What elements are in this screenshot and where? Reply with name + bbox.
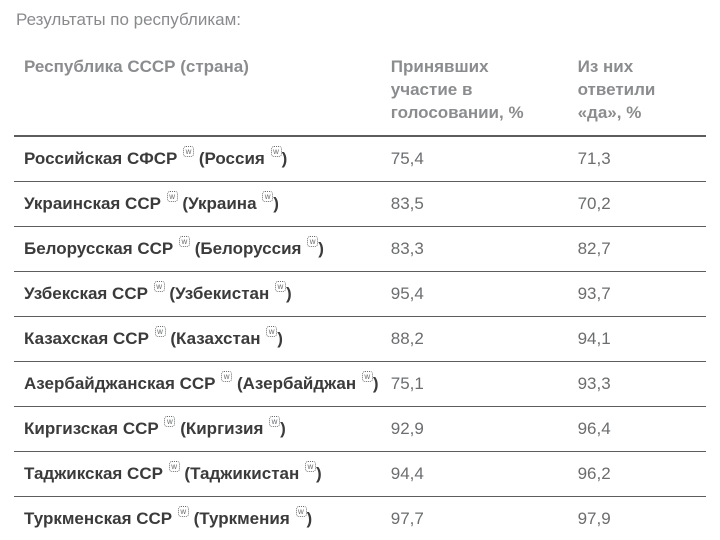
paren-close: ) (277, 329, 283, 348)
paren-close: ) (286, 284, 292, 303)
wiki-icon[interactable] (275, 281, 286, 292)
wiki-icon[interactable] (164, 416, 175, 427)
paren-open: ( (190, 239, 200, 258)
cell-yes: 93,3 (568, 361, 706, 406)
cell-participation: 88,2 (381, 316, 568, 361)
wiki-icon[interactable] (305, 461, 316, 472)
table-row: Киргизская ССР (Киргизия )92,996,4 (14, 406, 706, 451)
paren-close: ) (282, 149, 288, 168)
paren-open: ( (180, 464, 190, 483)
col-participation: Принявших участие в голосовании, % (381, 48, 568, 136)
paren-open: ( (189, 509, 199, 528)
cell-participation: 83,5 (381, 181, 568, 226)
paren-close: ) (307, 509, 313, 528)
table-row: Российская СФСР (Россия )75,471,3 (14, 136, 706, 182)
table-row: Украинская ССР (Украина )83,570,2 (14, 181, 706, 226)
republic-country-name: Россия (204, 149, 264, 168)
paren-close: ) (280, 419, 286, 438)
republic-country-name: Казахстан (176, 329, 260, 348)
republic-ssr-name: Азербайджанская ССР (24, 374, 215, 393)
col-republic: Республика СССР (страна) (14, 48, 381, 136)
republic-ssr-name: Украинская ССР (24, 194, 161, 213)
col-yes: Из них ответили «да», % (568, 48, 706, 136)
cell-participation: 92,9 (381, 406, 568, 451)
republic-country-name: Киргизия (186, 419, 264, 438)
table-row: Узбекская ССР (Узбекистан )95,493,7 (14, 271, 706, 316)
republic-country-name: Белоруссия (200, 239, 301, 258)
results-table: Республика СССР (страна) Принявших участ… (14, 48, 706, 540)
wiki-icon[interactable] (183, 146, 194, 157)
page-title: Результаты по республикам: (16, 10, 706, 30)
paren-close: ) (316, 464, 322, 483)
wiki-icon[interactable] (362, 371, 373, 382)
table-header-row: Республика СССР (страна) Принявших участ… (14, 48, 706, 136)
cell-yes: 93,7 (568, 271, 706, 316)
wiki-icon[interactable] (154, 281, 165, 292)
cell-yes: 82,7 (568, 226, 706, 271)
table-row: Азербайджанская ССР (Азербайджан )75,193… (14, 361, 706, 406)
wiki-icon[interactable] (155, 326, 166, 337)
wiki-icon[interactable] (167, 191, 178, 202)
wiki-icon[interactable] (269, 416, 280, 427)
table-row: Белорусская ССР (Белоруссия )83,382,7 (14, 226, 706, 271)
republic-ssr-name: Таджикская ССР (24, 464, 163, 483)
republic-ssr-name: Киргизская ССР (24, 419, 159, 438)
paren-open: ( (178, 194, 188, 213)
cell-republic: Азербайджанская ССР (Азербайджан ) (14, 361, 381, 406)
wiki-icon[interactable] (169, 461, 180, 472)
paren-close: ) (318, 239, 324, 258)
cell-yes: 71,3 (568, 136, 706, 182)
cell-republic: Казахская ССР (Казахстан ) (14, 316, 381, 361)
wiki-icon[interactable] (266, 326, 277, 337)
wiki-icon[interactable] (262, 191, 273, 202)
cell-republic: Узбекская ССР (Узбекистан ) (14, 271, 381, 316)
wiki-icon[interactable] (179, 236, 190, 247)
cell-participation: 75,4 (381, 136, 568, 182)
republic-country-name: Украина (188, 194, 256, 213)
cell-participation: 75,1 (381, 361, 568, 406)
wiki-icon[interactable] (271, 146, 282, 157)
cell-yes: 96,2 (568, 451, 706, 496)
cell-yes: 94,1 (568, 316, 706, 361)
republic-country-name: Азербайджан (243, 374, 357, 393)
republic-country-name: Таджикистан (190, 464, 299, 483)
paren-open: ( (232, 374, 242, 393)
paren-open: ( (175, 419, 185, 438)
paren-close: ) (373, 374, 379, 393)
wiki-icon[interactable] (296, 506, 307, 517)
paren-open: ( (194, 149, 204, 168)
republic-ssr-name: Туркменская ССР (24, 509, 172, 528)
table-row: Туркменская ССР (Туркмения )97,797,9 (14, 496, 706, 540)
cell-yes: 96,4 (568, 406, 706, 451)
table-row: Казахская ССР (Казахстан )88,294,1 (14, 316, 706, 361)
cell-republic: Украинская ССР (Украина ) (14, 181, 381, 226)
paren-close: ) (273, 194, 279, 213)
paren-open: ( (166, 329, 176, 348)
cell-participation: 97,7 (381, 496, 568, 540)
cell-republic: Российская СФСР (Россия ) (14, 136, 381, 182)
cell-yes: 70,2 (568, 181, 706, 226)
cell-republic: Туркменская ССР (Туркмения ) (14, 496, 381, 540)
cell-participation: 83,3 (381, 226, 568, 271)
cell-republic: Киргизская ССР (Киргизия ) (14, 406, 381, 451)
cell-republic: Белорусская ССР (Белоруссия ) (14, 226, 381, 271)
cell-yes: 97,9 (568, 496, 706, 540)
republic-country-name: Узбекистан (175, 284, 269, 303)
republic-ssr-name: Казахская ССР (24, 329, 149, 348)
wiki-icon[interactable] (221, 371, 232, 382)
republic-ssr-name: Узбекская ССР (24, 284, 148, 303)
wiki-icon[interactable] (178, 506, 189, 517)
republic-ssr-name: Российская СФСР (24, 149, 177, 168)
cell-republic: Таджикская ССР (Таджикистан ) (14, 451, 381, 496)
cell-participation: 95,4 (381, 271, 568, 316)
paren-open: ( (165, 284, 175, 303)
wiki-icon[interactable] (307, 236, 318, 247)
republic-country-name: Туркмения (199, 509, 290, 528)
cell-participation: 94,4 (381, 451, 568, 496)
republic-ssr-name: Белорусская ССР (24, 239, 173, 258)
table-row: Таджикская ССР (Таджикистан )94,496,2 (14, 451, 706, 496)
